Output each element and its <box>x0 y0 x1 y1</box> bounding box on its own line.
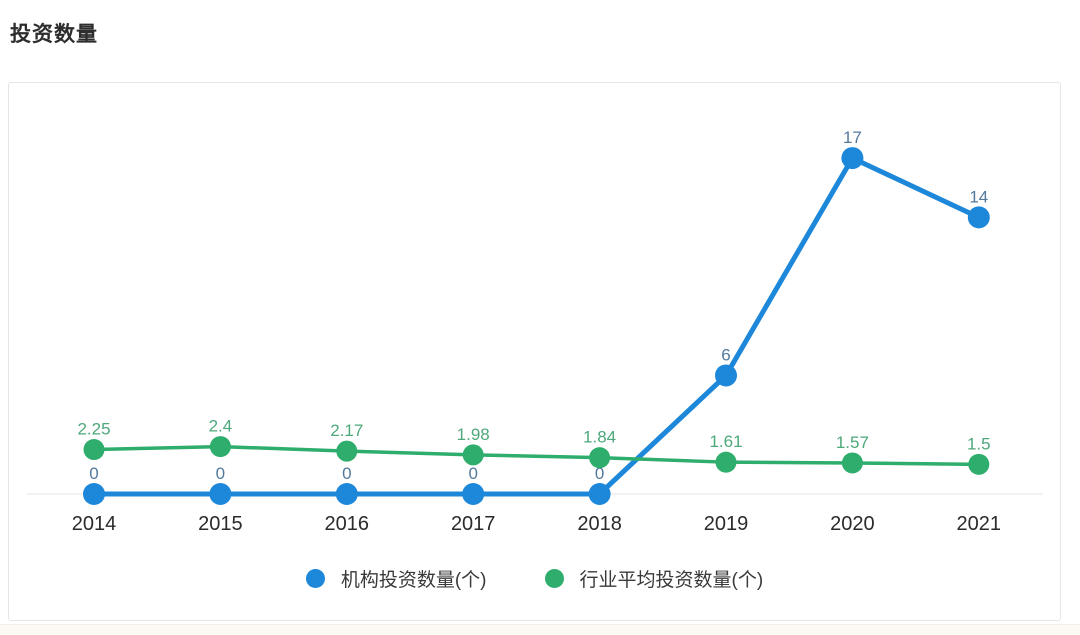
series-line-1 <box>92 444 981 467</box>
data-point[interactable] <box>335 483 358 505</box>
x-axis-label: 2016 <box>325 513 370 535</box>
data-label: 6 <box>721 345 730 364</box>
data-label: 0 <box>89 464 98 483</box>
x-axis-label: 2015 <box>198 513 243 535</box>
legend-label-institution: 机构投资数量(个) <box>340 570 487 591</box>
x-axis-label: 2021 <box>957 513 1002 535</box>
chart-legend: 机构投资数量(个) 行业平均投资数量(个) <box>9 565 1060 592</box>
data-point[interactable] <box>715 451 737 473</box>
legend-item-industry-average[interactable]: 行业平均投资数量(个) <box>544 565 764 592</box>
data-label: 17 <box>843 128 862 147</box>
investment-line-chart: 0 0 0 0 0 6 17 14 2.25 2.4 2.17 1.98 1.84 1.61 1.57 1.5… <box>27 128 1043 535</box>
data-point[interactable] <box>83 483 105 505</box>
data-point[interactable] <box>588 483 611 505</box>
data-label: 14 <box>969 187 988 206</box>
data-label: 0 <box>468 464 477 483</box>
data-label: 0 <box>595 464 604 483</box>
data-point[interactable] <box>968 453 990 475</box>
data-point[interactable] <box>841 147 864 170</box>
data-point[interactable] <box>967 206 990 229</box>
bottom-strip <box>0 624 1080 635</box>
x-axis-label: 2020 <box>830 513 875 535</box>
data-point[interactable] <box>83 439 105 461</box>
data-label: 2.4 <box>209 417 233 436</box>
data-point[interactable] <box>715 364 737 387</box>
data-point[interactable] <box>462 444 484 466</box>
data-label: 0 <box>342 464 351 483</box>
x-axis-label: 2019 <box>704 513 749 535</box>
data-label: 2.25 <box>77 420 110 439</box>
legend-item-institution-investments[interactable]: 机构投资数量(个) <box>305 565 487 592</box>
legend-marker-blue-icon <box>305 569 325 588</box>
series-line-0 <box>91 155 982 497</box>
data-label: 2.17 <box>330 421 363 440</box>
chart-card: 0 0 0 0 0 6 17 14 2.25 2.4 2.17 1.98 1.84 1.61 1.57 1.5… <box>8 82 1061 621</box>
data-label: 0 <box>216 464 225 483</box>
data-point[interactable] <box>336 440 358 462</box>
legend-marker-green-icon <box>544 569 564 588</box>
page-title: 投资数量 <box>10 23 98 46</box>
data-point[interactable] <box>589 447 611 469</box>
data-label: 1.84 <box>583 428 616 447</box>
data-point[interactable] <box>462 483 485 505</box>
data-point[interactable] <box>841 452 863 474</box>
data-label: 1.5 <box>967 434 991 453</box>
data-label: 1.57 <box>836 433 869 452</box>
x-axis-label: 2014 <box>72 513 117 535</box>
data-point[interactable] <box>209 436 231 458</box>
data-point[interactable] <box>209 483 232 505</box>
data-label: 1.98 <box>457 425 490 444</box>
x-axis-label: 2017 <box>451 513 496 535</box>
x-axis-label: 2018 <box>577 513 622 535</box>
legend-label-industry-average: 行业平均投资数量(个) <box>579 570 764 591</box>
data-label: 1.61 <box>709 432 742 451</box>
